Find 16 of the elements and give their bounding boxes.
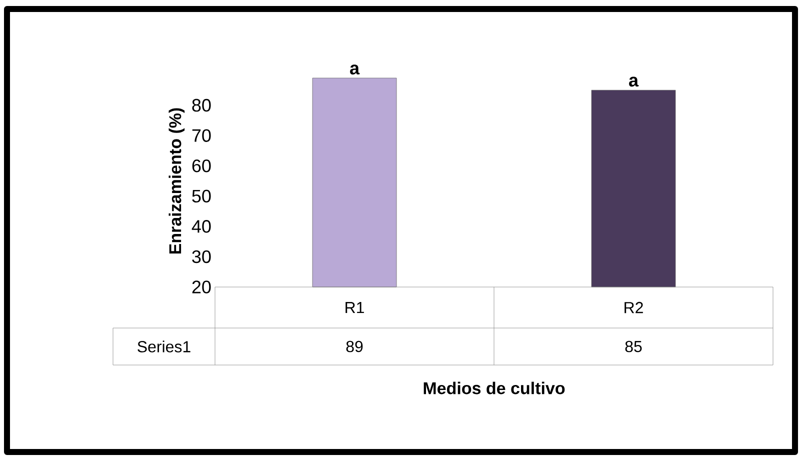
y-tick-label: 80 (192, 98, 211, 112)
x-axis-title: Medios de cultivo (424, 382, 565, 394)
y-tick-label: 40 (192, 220, 211, 233)
y-tick-label: 20 (192, 280, 211, 294)
y-tick-label: 30 (192, 250, 211, 264)
annotation: a (350, 64, 360, 74)
annotation: a (629, 76, 639, 87)
x-tick-label: R2 (624, 302, 643, 314)
y-tick-label: 70 (192, 129, 211, 142)
data-label: 85 (625, 340, 642, 352)
x-tick-label: R1 (346, 302, 364, 314)
text: Series1 (138, 340, 190, 352)
data-label: 89 (346, 340, 363, 352)
y-tick-label: 60 (192, 159, 211, 172)
y-tick-label: 50 (192, 190, 211, 203)
y-axis-title: Enraizamiento (%) (168, 108, 185, 254)
